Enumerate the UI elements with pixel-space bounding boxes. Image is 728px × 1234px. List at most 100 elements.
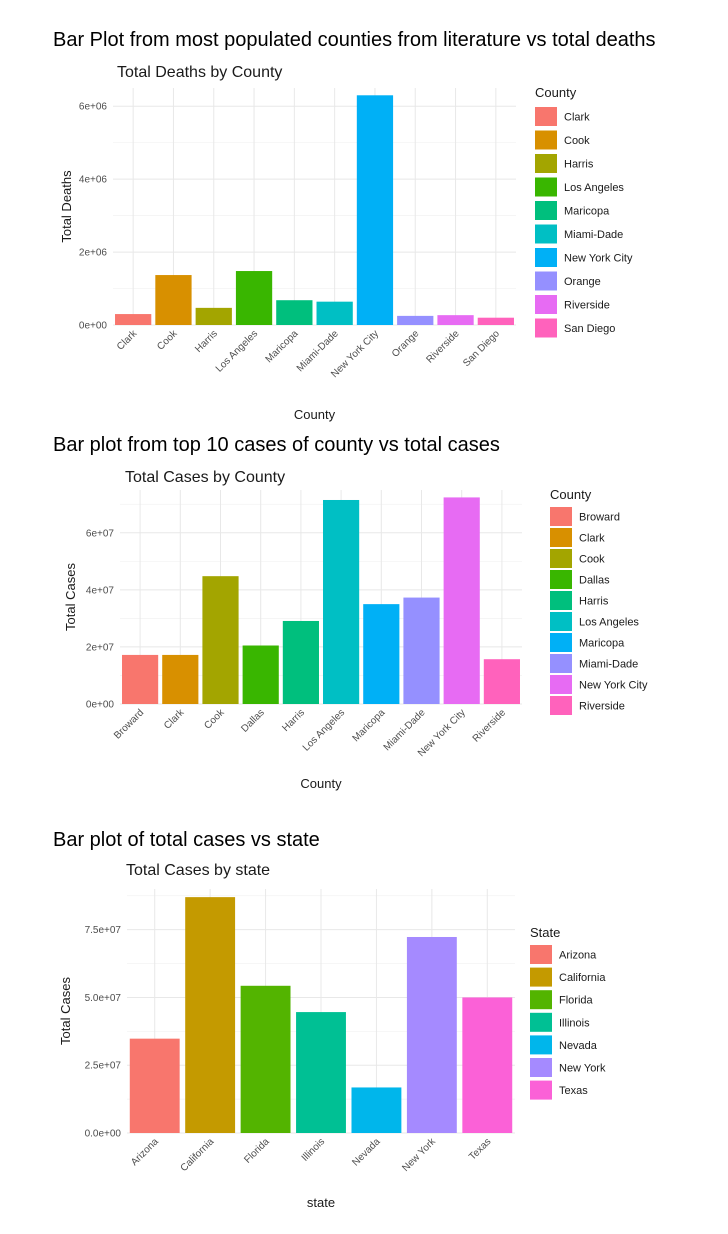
x-tick-label: Texas — [467, 1136, 493, 1162]
y-axis-label: Total Cases — [58, 977, 73, 1045]
legend-swatch — [530, 1080, 552, 1100]
legend-title: County — [550, 487, 592, 502]
x-tick-label: Cook — [155, 328, 180, 353]
legend-label: Clark — [564, 112, 590, 124]
y-tick-label: 2e+07 — [86, 642, 115, 653]
y-tick-label: 0.0e+00 — [85, 1129, 122, 1140]
x-tick-label: Broward — [112, 707, 146, 741]
bar-illinois — [296, 1012, 346, 1133]
legend-label: Miami-Dade — [564, 229, 623, 241]
bar-clark — [162, 654, 199, 704]
legend-swatch — [535, 318, 557, 338]
bar-dallas — [242, 645, 279, 704]
legend-label: Riverside — [564, 300, 610, 312]
legend-swatch — [535, 224, 557, 244]
legend-swatch — [535, 177, 557, 197]
legend-swatch — [550, 528, 572, 547]
x-tick-label: Arizona — [129, 1136, 161, 1168]
x-tick-label: Clark — [162, 707, 187, 732]
legend-label: Florida — [559, 995, 594, 1007]
y-tick-label: 5.0e+07 — [85, 993, 122, 1004]
bar-texas — [462, 997, 513, 1133]
x-tick-label: Riverside — [424, 328, 462, 366]
bar-arizona — [129, 1038, 180, 1133]
x-tick-label: Harris — [193, 328, 220, 355]
legend-swatch — [550, 654, 572, 673]
legend-swatch — [530, 1058, 552, 1077]
legend-label: New York — [559, 1063, 606, 1075]
y-tick-label: 6e+07 — [86, 528, 115, 539]
heading-chart-2: Bar plot from top 10 cases of county vs … — [53, 434, 500, 456]
y-tick-label: 0e+00 — [86, 700, 115, 711]
y-tick-label: 6e+06 — [79, 102, 108, 113]
y-tick-label: 2e+06 — [79, 248, 108, 259]
legend-swatch — [550, 633, 572, 652]
y-tick-label: 4e+06 — [79, 175, 108, 186]
bar-clark — [115, 314, 152, 325]
bar-riverside — [483, 659, 520, 704]
x-tick-label: Cook — [202, 707, 227, 732]
bar-riverside — [437, 315, 474, 325]
legend-swatch — [550, 696, 572, 715]
legend-swatch — [535, 295, 557, 314]
heading-chart-1: Bar Plot from most populated counties fr… — [53, 29, 656, 51]
legend-swatch — [535, 107, 557, 126]
y-tick-label: 4e+07 — [86, 585, 115, 596]
legend-label: Los Angeles — [564, 182, 624, 194]
bar-orange — [397, 315, 434, 325]
legend-label: San Diego — [564, 323, 615, 335]
legend-label: Harris — [579, 596, 609, 608]
legend-swatch — [535, 248, 557, 267]
legend-title: County — [535, 85, 577, 100]
legend-label: New York City — [564, 253, 633, 265]
bar-cook — [155, 275, 192, 325]
legend-label: Clark — [579, 533, 605, 545]
legend-swatch — [530, 1035, 552, 1055]
bar-harris — [282, 620, 319, 704]
x-tick-label: Clark — [115, 328, 140, 353]
legend-label: New York City — [579, 680, 648, 692]
legend-swatch — [530, 967, 552, 987]
legend-swatch — [550, 549, 572, 568]
cases-by-state-chart: Total Cases by state 0.0e+00 2.5e+07 5.0e+0… — [58, 862, 606, 1210]
y-axis-label: Total Deaths — [59, 170, 74, 243]
bar-maricopa — [276, 300, 313, 325]
legend-swatch — [530, 945, 552, 964]
bar-new-york-city — [356, 95, 394, 325]
x-tick-label: Harris — [280, 707, 307, 734]
heading-chart-3: Bar plot of total cases vs state — [53, 829, 320, 851]
x-tick-label: Dallas — [239, 707, 266, 734]
bar-nevada — [351, 1087, 402, 1133]
bar-miami-dade — [403, 597, 440, 704]
cases-by-county-chart: Total Cases by County 0e+00 2e+07 4e+07 6e+0… — [63, 469, 648, 791]
x-axis-label: state — [307, 1195, 335, 1210]
bar-new-york-city — [443, 497, 480, 704]
bar-broward — [122, 654, 159, 704]
legend-swatch — [535, 201, 557, 220]
x-tick-label: Los Angeles — [214, 328, 260, 374]
legend-label: Maricopa — [564, 206, 610, 218]
bar-florida — [240, 985, 291, 1133]
bar-harris — [195, 307, 232, 325]
legend-label: Harris — [564, 159, 594, 171]
y-tick-label: 0e+00 — [79, 321, 108, 332]
legend-swatch — [535, 130, 557, 150]
legend-label: Miami-Dade — [579, 659, 638, 671]
legend-label: Orange — [564, 276, 601, 288]
legend-swatch — [530, 990, 552, 1010]
x-tick-label: Maricopa — [351, 707, 388, 744]
x-tick-label: Nevada — [350, 1136, 382, 1168]
chart-title: Total Deaths by County — [117, 64, 282, 81]
y-tick-label: 2.5e+07 — [85, 1061, 122, 1072]
legend-label: Texas — [559, 1085, 588, 1097]
x-tick-label: Maricopa — [264, 328, 301, 365]
legend-swatch — [550, 612, 572, 631]
legend-swatch — [550, 507, 572, 526]
x-tick-label: New York — [400, 1136, 438, 1174]
x-tick-label: Riverside — [471, 707, 509, 745]
legend-label: Illinois — [559, 1017, 590, 1029]
deaths-by-county-chart: Total Deaths by County 0e+00 2e+06 4e+06 6e+… — [59, 64, 633, 422]
legend-label: California — [559, 972, 606, 984]
bar-cook — [202, 576, 239, 704]
y-axis-label: Total Cases — [63, 563, 78, 631]
